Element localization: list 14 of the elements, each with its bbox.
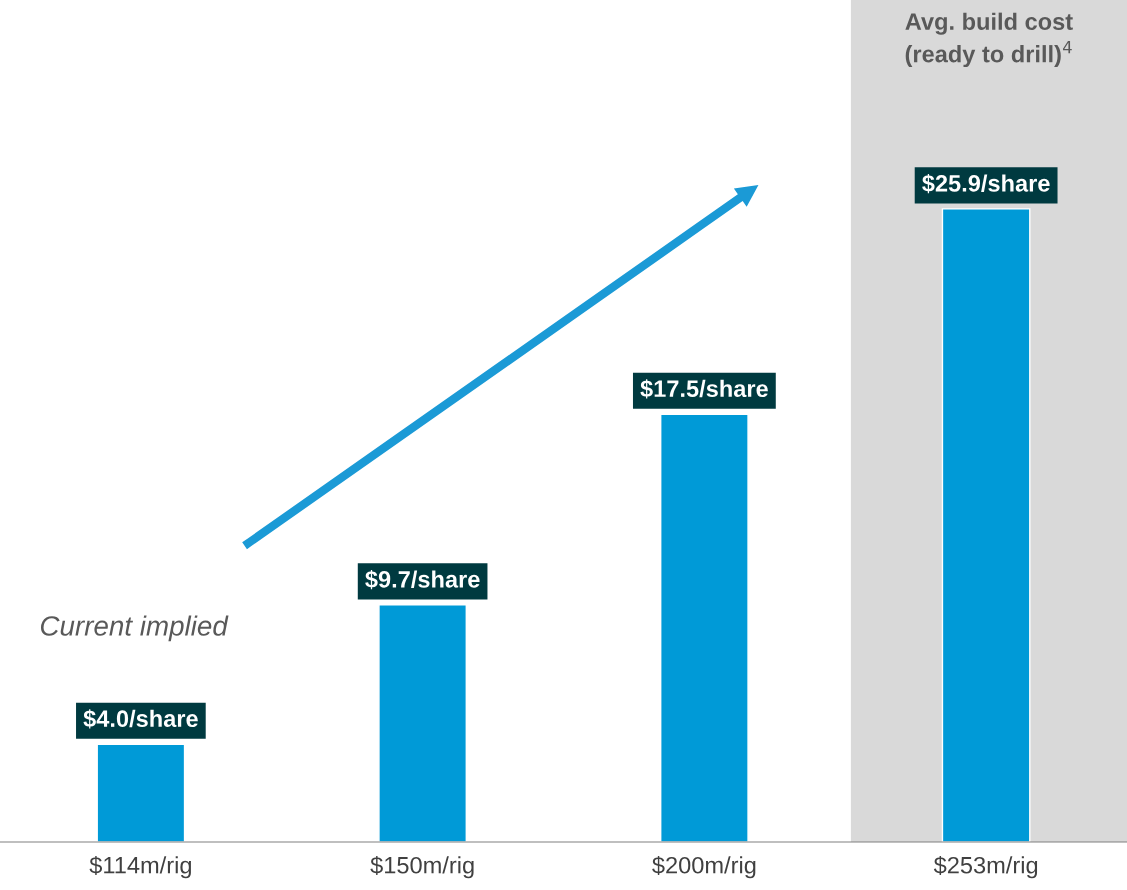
data-label: $17.5/share [640,379,768,399]
band-label: Avg. build cost (ready to drill)$^{4}$ [905,12,1073,68]
x-tick-label: $150m/rig [370,855,474,879]
data-label: $25.9/share [922,173,1050,194]
data-label: $4.0/share [83,709,198,729]
bar [378,604,467,842]
annotation: Current implied [40,615,229,642]
x-tick-label: $114m/rig [89,855,191,879]
bar [660,413,749,842]
data-label: $9.7/share [365,569,480,590]
x-tick-label: $253m/rig [933,855,1038,879]
bar [941,208,1031,842]
bar [96,743,186,842]
x-tick-label: $200m/rig [652,855,756,879]
